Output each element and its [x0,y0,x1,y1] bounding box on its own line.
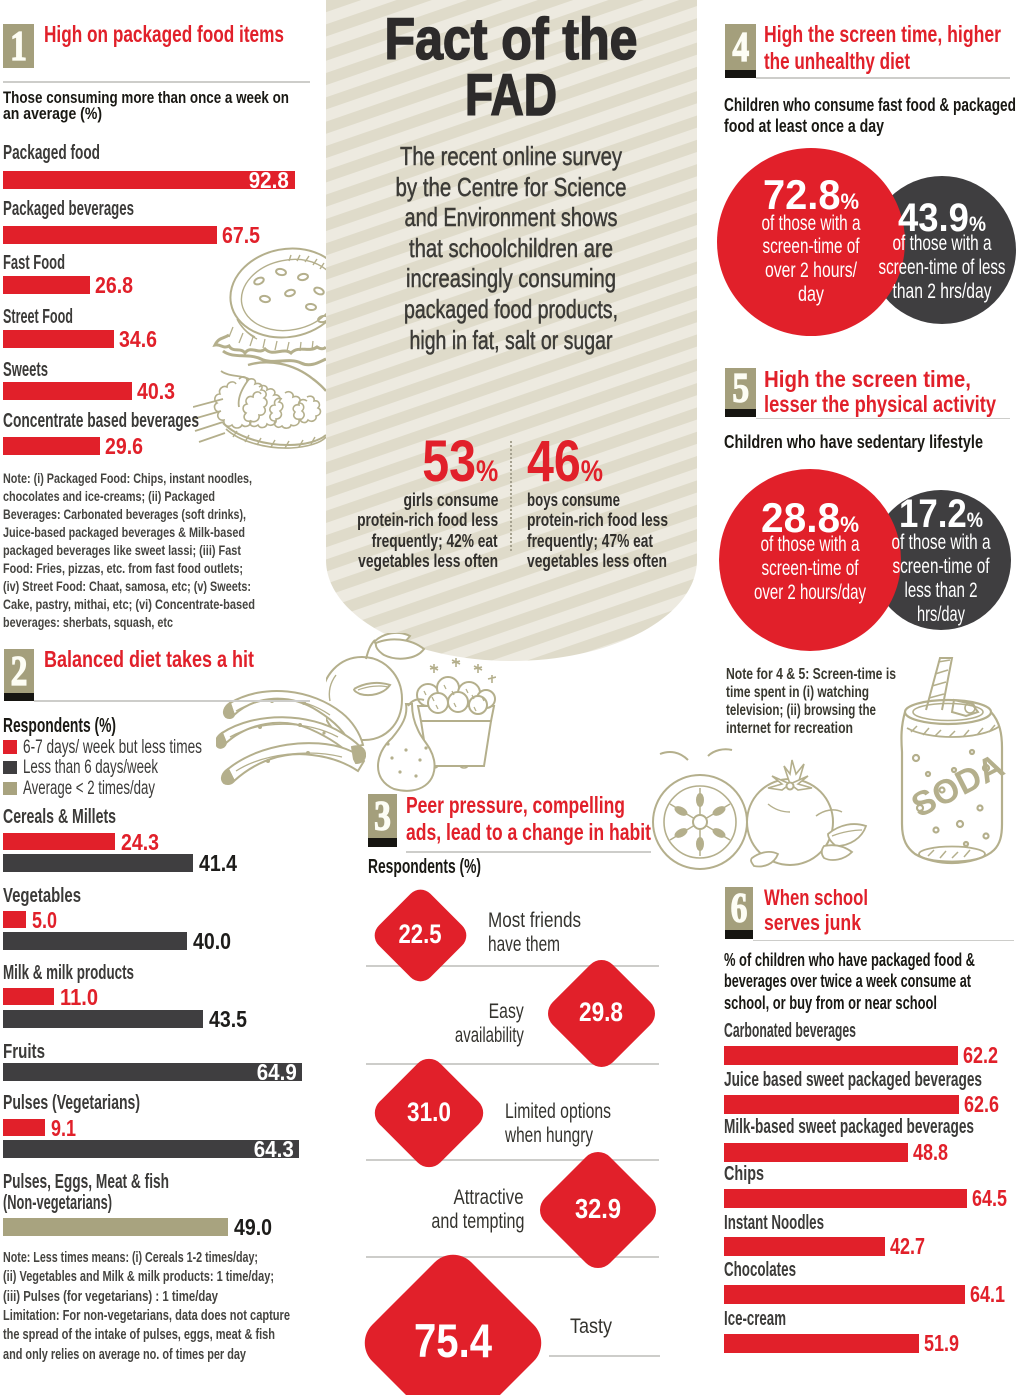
svg-text:SODA: SODA [905,747,1006,825]
